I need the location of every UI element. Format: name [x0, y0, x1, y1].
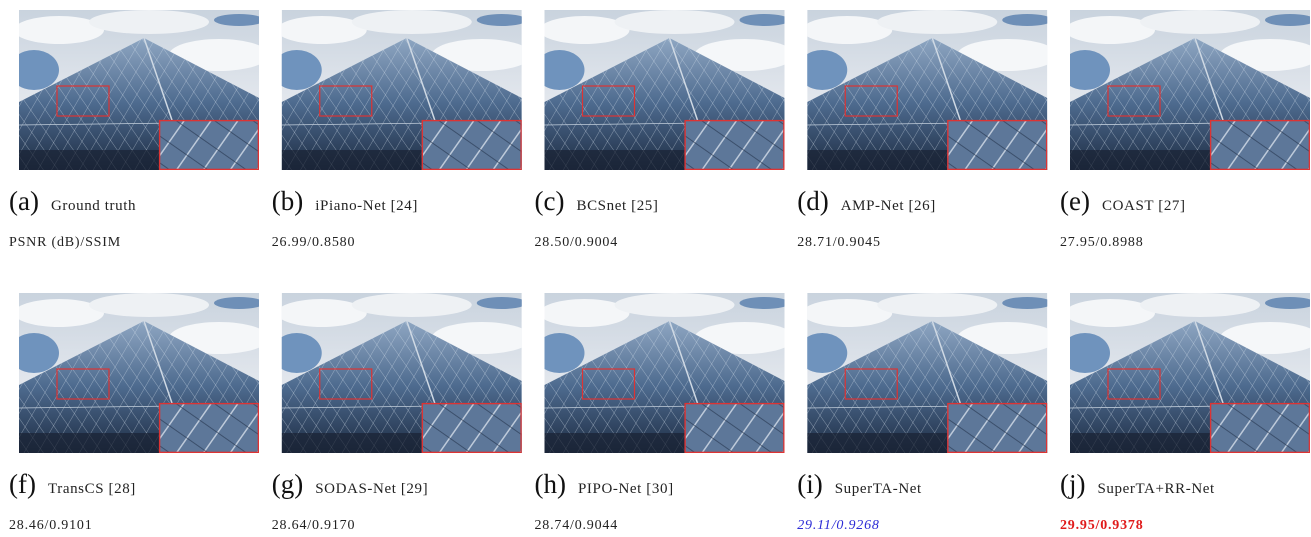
method-name: TransCS [28]	[48, 481, 136, 497]
caption: (b) iPiano-Net [24]	[272, 186, 418, 216]
metric: PSNR (dB)/SSIM	[9, 235, 121, 250]
panel-image	[535, 293, 795, 453]
panel: (e) COAST [27] 27.95/0.8988	[1060, 10, 1311, 250]
caption: (a) Ground truth	[9, 186, 136, 216]
metric: 28.74/0.9044	[535, 518, 619, 533]
caption: (d) AMP-Net [26]	[797, 186, 936, 216]
method-name: SODAS-Net [29]	[315, 481, 428, 497]
method-name: iPiano-Net [24]	[315, 198, 418, 214]
panel-image	[797, 293, 1057, 453]
method-name: BCSnet [25]	[576, 198, 658, 214]
panel-image	[272, 10, 532, 170]
panel-letter: (d)	[797, 186, 828, 216]
panel-letter: (f)	[9, 469, 36, 499]
metric: 28.71/0.9045	[797, 235, 881, 250]
panel-image	[797, 10, 1057, 170]
panel-letter: (g)	[272, 469, 303, 499]
caption: (e) COAST [27]	[1060, 186, 1186, 216]
panel-image	[9, 10, 269, 170]
panel-letter: (e)	[1060, 186, 1090, 216]
panel: (d) AMP-Net [26] 28.71/0.9045	[797, 10, 1057, 250]
panel-letter: (h)	[535, 469, 566, 499]
panel: (i) SuperTA-Net 29.11/0.9268	[797, 293, 1057, 533]
panel-letter: (a)	[9, 186, 39, 216]
method-name: PIPO-Net [30]	[578, 481, 674, 497]
method-name: AMP-Net [26]	[841, 198, 936, 214]
method-name: SuperTA+RR-Net	[1097, 481, 1215, 497]
panel-image	[272, 293, 532, 453]
panel-image	[1060, 293, 1311, 453]
method-name: SuperTA-Net	[835, 481, 922, 497]
panel-letter: (b)	[272, 186, 303, 216]
metric: 26.99/0.8580	[272, 235, 356, 250]
panel-letter: (j)	[1060, 469, 1085, 499]
metric: 29.11/0.9268	[797, 518, 879, 533]
metric: 28.50/0.9004	[535, 235, 619, 250]
panel: (j) SuperTA+RR-Net 29.95/0.9378	[1060, 293, 1311, 533]
panel-image	[1060, 10, 1311, 170]
method-name: Ground truth	[51, 198, 136, 214]
panel-letter: (i)	[797, 469, 822, 499]
panel-letter: (c)	[535, 186, 565, 216]
metric: 28.64/0.9170	[272, 518, 356, 533]
panel-image	[535, 10, 795, 170]
caption: (c) BCSnet [25]	[535, 186, 659, 216]
caption: (i) SuperTA-Net	[797, 469, 922, 499]
caption: (f) TransCS [28]	[9, 469, 136, 499]
caption: (j) SuperTA+RR-Net	[1060, 469, 1215, 499]
panel: (c) BCSnet [25] 28.50/0.9004	[535, 10, 795, 250]
panel: (f) TransCS [28] 28.46/0.9101	[9, 293, 269, 533]
metric: 29.95/0.9378	[1060, 518, 1144, 533]
panel: (h) PIPO-Net [30] 28.74/0.9044	[535, 293, 795, 533]
panel: (g) SODAS-Net [29] 28.64/0.9170	[272, 293, 532, 533]
figure: (a) Ground truth PSNR (dB)/SSIM (b) iPiano-N…	[0, 0, 1311, 537]
panel-image	[9, 293, 269, 453]
panel: (a) Ground truth PSNR (dB)/SSIM	[9, 10, 269, 250]
panel: (b) iPiano-Net [24] 26.99/0.8580	[272, 10, 532, 250]
metric: 27.95/0.8988	[1060, 235, 1144, 250]
caption: (h) PIPO-Net [30]	[535, 469, 674, 499]
metric: 28.46/0.9101	[9, 518, 93, 533]
caption: (g) SODAS-Net [29]	[272, 469, 428, 499]
method-name: COAST [27]	[1102, 198, 1186, 214]
